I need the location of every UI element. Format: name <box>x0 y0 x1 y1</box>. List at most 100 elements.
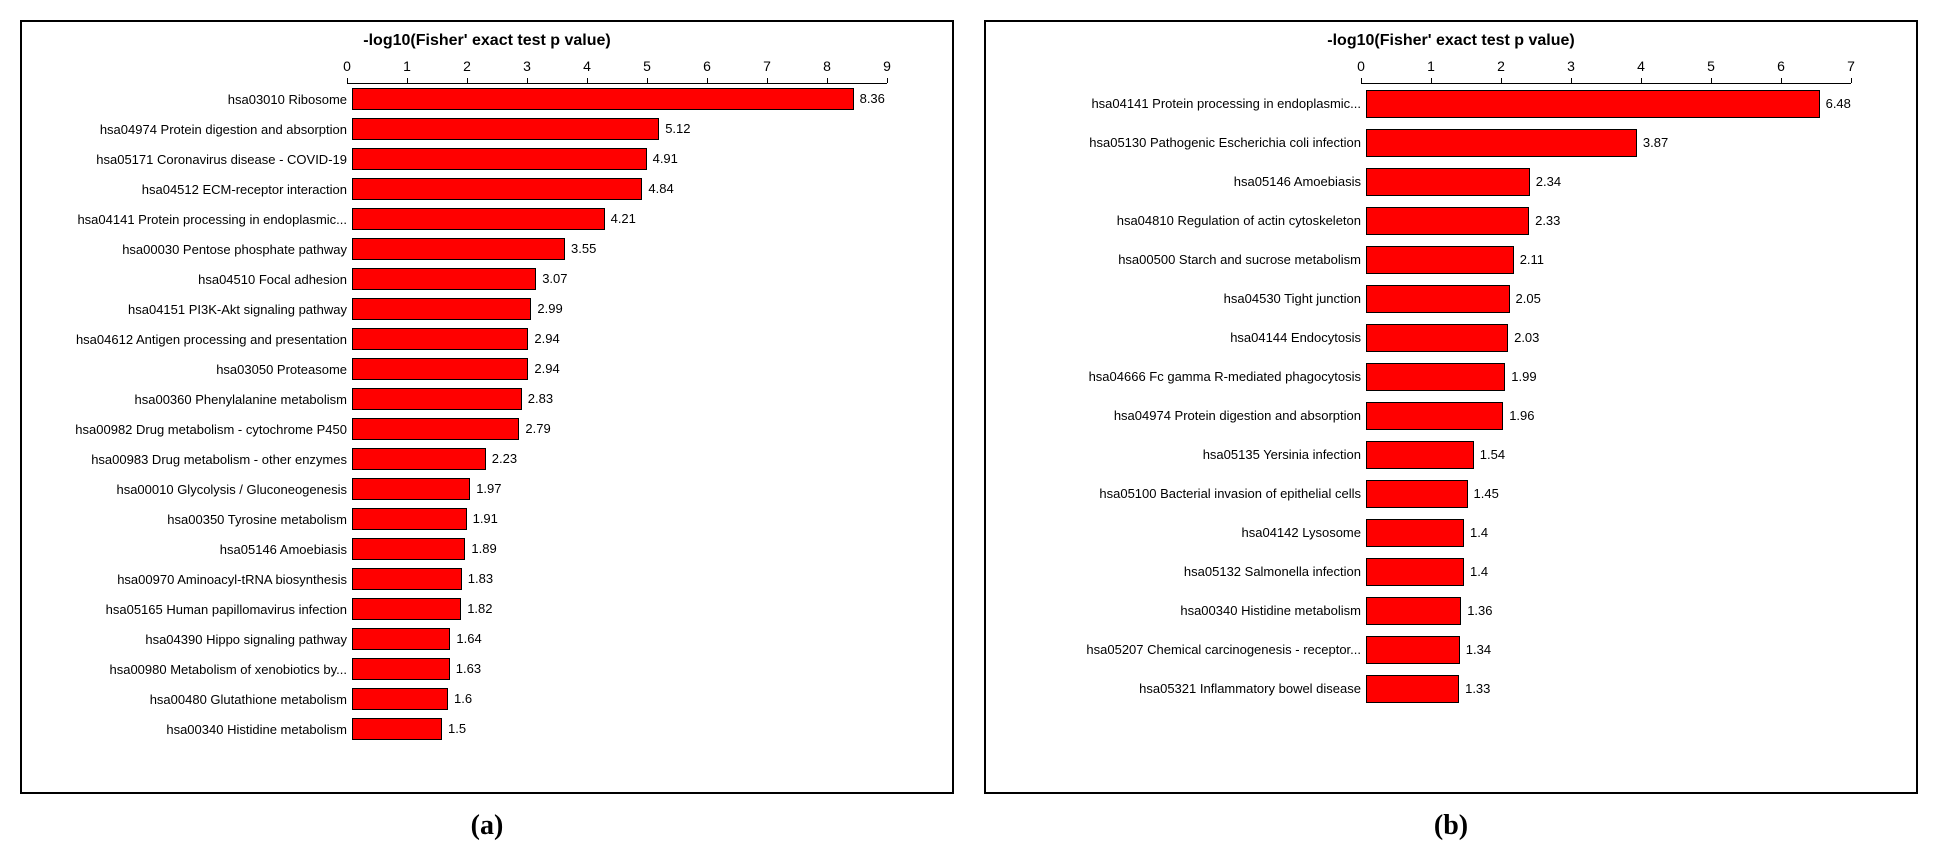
bar-track: 1.54 <box>1366 435 1901 474</box>
bar <box>352 328 528 350</box>
bar-track: 1.82 <box>352 594 937 624</box>
bar-value: 2.33 <box>1535 213 1560 228</box>
bar-row: hsa00350 Tyrosine metabolism1.91 <box>37 504 937 534</box>
bar-label: hsa04141 Protein processing in endoplasm… <box>1001 96 1366 111</box>
bar-row: hsa00360 Phenylalanine metabolism2.83 <box>37 384 937 414</box>
bar <box>352 688 448 710</box>
bar-value: 6.48 <box>1826 96 1851 111</box>
bar-value: 2.94 <box>534 361 559 376</box>
bar-row: hsa03050 Proteasome2.94 <box>37 354 937 384</box>
axis-tick: 7 <box>763 58 771 74</box>
chart-a-bars: hsa03010 Ribosome8.36hsa04974 Protein di… <box>37 84 937 744</box>
bar-value: 1.34 <box>1466 642 1491 657</box>
bar <box>1366 168 1530 196</box>
bar-track: 2.79 <box>352 414 937 444</box>
bar-value: 2.79 <box>525 421 550 436</box>
bar-track: 1.97 <box>352 474 937 504</box>
bar-row: hsa04512 ECM-receptor interaction 4.84 <box>37 174 937 204</box>
bar-label: hsa00480 Glutathione metabolism <box>37 692 352 707</box>
bar-value: 1.99 <box>1511 369 1536 384</box>
bar-label: hsa04142 Lysosome <box>1001 525 1366 540</box>
bar-label: hsa05146 Amoebiasis <box>37 542 352 557</box>
bar-track: 2.99 <box>352 294 937 324</box>
bar-track: 2.11 <box>1366 240 1901 279</box>
bar-value: 1.54 <box>1480 447 1505 462</box>
axis-tick: 8 <box>823 58 831 74</box>
bar <box>352 538 465 560</box>
bar-value: 2.94 <box>534 331 559 346</box>
bar-track: 2.34 <box>1366 162 1901 201</box>
bar-label: hsa00970 Aminoacyl-tRNA biosynthesis <box>37 572 352 587</box>
bar <box>352 388 522 410</box>
bar-label: hsa04144 Endocytosis <box>1001 330 1366 345</box>
bar-row: hsa04144 Endocytosis 2.03 <box>1001 318 1901 357</box>
axis-tick: 7 <box>1847 58 1855 74</box>
bar <box>1366 324 1508 352</box>
bar-track: 1.34 <box>1366 630 1901 669</box>
axis-tick: 5 <box>1707 58 1715 74</box>
bar-value: 1.91 <box>473 511 498 526</box>
bar-label: hsa05321 Inflammatory bowel disease <box>1001 681 1366 696</box>
bar <box>1366 519 1464 547</box>
chart-a-area: 0123456789 hsa03010 Ribosome8.36hsa04974… <box>37 58 937 744</box>
axis-tick: 3 <box>1567 58 1575 74</box>
bar-value: 1.96 <box>1509 408 1534 423</box>
axis-tick: 4 <box>583 58 591 74</box>
chart-a-axis: 0123456789 <box>347 58 887 84</box>
bar-value: 2.03 <box>1514 330 1539 345</box>
chart-b-area: 01234567 hsa04141 Protein processing in … <box>1001 58 1901 708</box>
bar-row: hsa03010 Ribosome8.36 <box>37 84 937 114</box>
bar <box>1366 285 1510 313</box>
bar-track: 5.12 <box>352 114 937 144</box>
bar-label: hsa04666 Fc gamma R-mediated phagocytosi… <box>1001 369 1366 384</box>
bar-row: hsa05165 Human papillomavirus infection1… <box>37 594 937 624</box>
bar <box>352 418 519 440</box>
bar-label: hsa04390 Hippo signaling pathway <box>37 632 352 647</box>
bar-value: 2.11 <box>1520 252 1544 267</box>
bar-row: hsa00500 Starch and sucrose metabolism2.… <box>1001 240 1901 279</box>
axis-tick: 1 <box>1427 58 1435 74</box>
bar-track: 1.91 <box>352 504 937 534</box>
axis-tick: 2 <box>463 58 471 74</box>
bar-label: hsa00982 Drug metabolism - cytochrome P4… <box>37 422 352 437</box>
bar-track: 1.96 <box>1366 396 1901 435</box>
bar-label: hsa04810 Regulation of actin cytoskeleto… <box>1001 213 1366 228</box>
bar <box>352 478 470 500</box>
bar-label: hsa00340 Histidine metabolism <box>37 722 352 737</box>
bar-track: 3.07 <box>352 264 937 294</box>
bar-label: hsa05100 Bacterial invasion of epithelia… <box>1001 486 1366 501</box>
bar <box>1366 246 1514 274</box>
bar-track: 2.33 <box>1366 201 1901 240</box>
bar-track: 1.36 <box>1366 591 1901 630</box>
bar <box>352 148 647 170</box>
bar-value: 4.21 <box>611 211 636 226</box>
bar-value: 2.99 <box>537 301 562 316</box>
panel-a-label: (a) <box>471 810 504 842</box>
bar-row: hsa00980 Metabolism of xenobiotics by...… <box>37 654 937 684</box>
bar <box>352 568 462 590</box>
chart-panel-a: -log10(Fisher' exact test p value) 01234… <box>20 20 954 794</box>
bar <box>352 658 450 680</box>
bar-track: 2.05 <box>1366 279 1901 318</box>
bar-track: 1.83 <box>352 564 937 594</box>
bar-track: 1.5 <box>352 714 937 744</box>
bar <box>352 448 486 470</box>
bar-label: hsa00980 Metabolism of xenobiotics by... <box>37 662 352 677</box>
bar-row: hsa05130 Pathogenic Escherichia coli inf… <box>1001 123 1901 162</box>
bar <box>1366 480 1468 508</box>
bar-row: hsa05146 Amoebiasis 1.89 <box>37 534 937 564</box>
bar-label: hsa00340 Histidine metabolism <box>1001 603 1366 618</box>
bar-track: 8.36 <box>352 84 937 114</box>
bar-value: 4.84 <box>648 181 673 196</box>
axis-tick: 4 <box>1637 58 1645 74</box>
bar-value: 1.6 <box>454 691 472 706</box>
bar-track: 6.48 <box>1366 84 1901 123</box>
bar <box>352 268 536 290</box>
axis-tick: 6 <box>703 58 711 74</box>
bar-value: 1.89 <box>471 541 496 556</box>
bar-label: hsa04512 ECM-receptor interaction <box>37 182 352 197</box>
bar-label: hsa00360 Phenylalanine metabolism <box>37 392 352 407</box>
axis-tick: 0 <box>1357 58 1365 74</box>
axis-tick: 2 <box>1497 58 1505 74</box>
bar-row: hsa00970 Aminoacyl-tRNA biosynthesis1.83 <box>37 564 937 594</box>
